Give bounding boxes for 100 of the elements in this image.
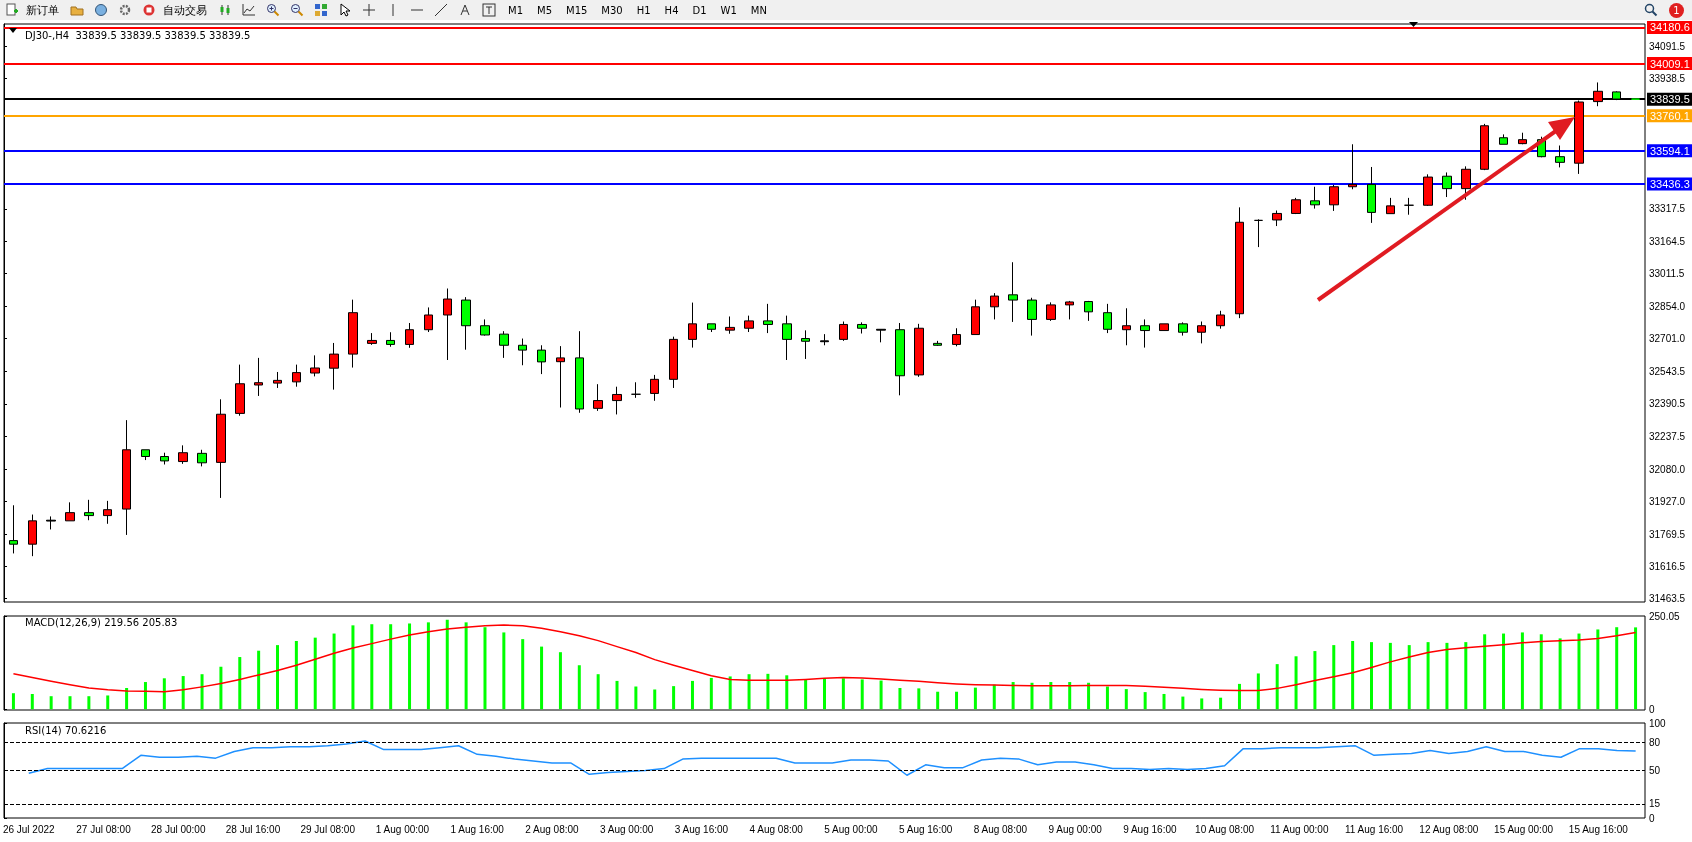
x-tick-label: 3 Aug 00:00 (599, 823, 654, 835)
bar (1275, 664, 1279, 710)
candlestick (1065, 300, 1074, 320)
bar (841, 678, 845, 710)
bar (672, 686, 676, 710)
bar (1105, 686, 1109, 710)
candlestick (1008, 261, 1018, 323)
x-tick-label: 5 Aug 16:00 (898, 823, 953, 835)
x-tick-label: 5 Aug 00:00 (824, 823, 879, 835)
candlestick (9, 504, 18, 554)
x-tick-label: 27 Jul 08:00 (76, 823, 132, 835)
bar (68, 696, 72, 710)
bar (181, 676, 185, 710)
bar (823, 678, 826, 710)
candlestick (367, 332, 377, 346)
candlestick (1140, 318, 1150, 349)
bar (1539, 634, 1543, 710)
candlestick (405, 322, 414, 349)
candlestick (933, 340, 942, 347)
text: M1 (508, 4, 523, 16)
chart-title: MACD(12,26,9) 219.56 205.83 (25, 616, 178, 628)
y-tick-label: 0 (1649, 812, 1655, 824)
candlestick (575, 330, 584, 414)
text: D1 (692, 4, 707, 16)
candlestick (46, 515, 56, 530)
bar (860, 679, 864, 710)
candlestick (688, 302, 697, 349)
bar (653, 689, 657, 710)
candlestick (801, 329, 810, 360)
candlestick (1461, 165, 1471, 201)
bar (11, 693, 15, 710)
text: 新订单 (26, 2, 59, 18)
bar (200, 674, 204, 710)
bar (634, 686, 638, 710)
x-tick-label: 15 Aug 00:00 (1494, 823, 1554, 835)
candlestick (669, 336, 678, 389)
candlestick (857, 321, 867, 334)
bar (1011, 682, 1015, 710)
candlestick (1367, 166, 1376, 224)
bar (294, 641, 298, 710)
y-tick-label: 33164.5 (1649, 235, 1686, 247)
candlestick (820, 333, 829, 346)
bar (898, 688, 902, 710)
text: W1 (720, 4, 737, 16)
candlestick (424, 306, 433, 333)
candlestick (1027, 297, 1037, 337)
bar (879, 680, 883, 710)
bar (615, 680, 619, 710)
bar (332, 633, 336, 710)
bar (804, 679, 808, 710)
y-tick-label: 33938.5 (1649, 72, 1686, 84)
candlestick (631, 381, 641, 399)
y-tick-label: 15 (1649, 798, 1661, 810)
bar (389, 624, 393, 710)
text: M30 (601, 4, 623, 16)
bar (276, 645, 279, 710)
bar (1502, 633, 1506, 710)
ref-line-label: 33760.1 (1650, 109, 1690, 122)
candlestick (1386, 197, 1395, 215)
y-tick-label: 31616.5 (1649, 561, 1686, 573)
candlestick (329, 342, 339, 391)
x-tick-label: 9 Aug 16:00 (1123, 823, 1177, 835)
candlestick (839, 321, 848, 342)
candlestick (744, 315, 754, 333)
candlestick (273, 371, 282, 389)
candlestick (1254, 218, 1263, 248)
x-tick-label: 11 Aug 00:00 (1270, 823, 1329, 835)
bar (1577, 633, 1581, 710)
candlestick (1216, 310, 1225, 330)
candlestick (1518, 132, 1527, 145)
candlestick (1272, 210, 1282, 227)
candlestick (197, 449, 207, 467)
text: 自动交易 (163, 2, 207, 18)
candlestick (782, 315, 792, 361)
bar (257, 650, 261, 710)
bar (1332, 645, 1336, 710)
bar (1520, 632, 1524, 710)
bar (219, 666, 223, 710)
candlestick (1197, 321, 1206, 344)
candlestick (1103, 303, 1112, 334)
candlestick (216, 398, 226, 499)
x-tick-label: 1 Aug 00:00 (375, 823, 430, 835)
x-tick-label: 29 Jul 08:00 (300, 823, 356, 835)
candlestick (556, 345, 565, 409)
ref-line-label: 33436.3 (1650, 177, 1690, 190)
bar (1351, 641, 1355, 710)
bar (1558, 638, 1562, 710)
line-series (28, 740, 1637, 776)
ref-line-label: 33839.5 (1650, 93, 1690, 106)
bar (1445, 642, 1449, 710)
candlestick (612, 386, 622, 415)
bar (973, 687, 977, 710)
y-tick-label: 32701.0 (1649, 333, 1686, 345)
y-tick-label: 32390.5 (1649, 398, 1686, 410)
candlestick (235, 364, 245, 417)
y-tick-label: 250.05 (1649, 610, 1681, 622)
candlestick (178, 444, 188, 465)
bar (351, 625, 355, 710)
candlestick (1348, 143, 1357, 190)
x-tick-label: 8 Aug 08:00 (973, 823, 1028, 835)
